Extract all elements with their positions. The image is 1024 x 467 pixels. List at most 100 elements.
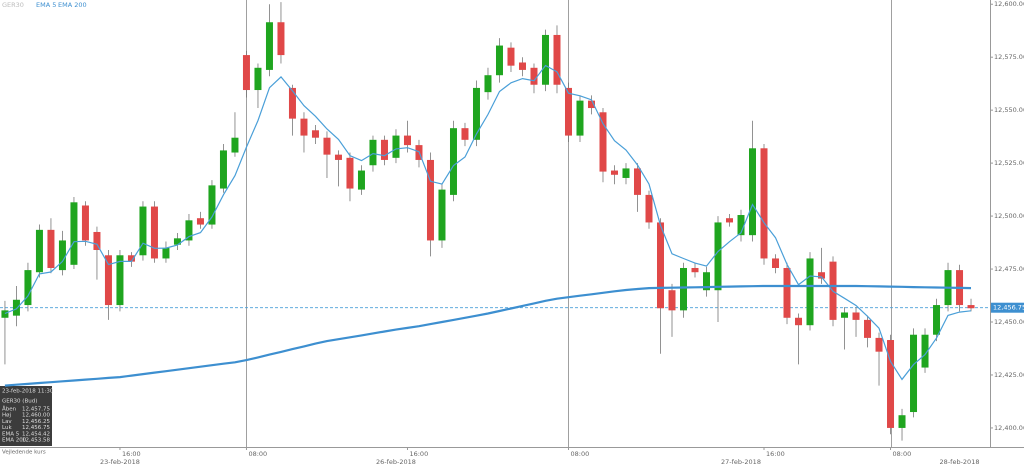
- candle-body: [553, 34, 561, 85]
- info-key: Høj: [2, 413, 12, 419]
- info-box: 23-feb-2018 11:30 GER30 (Bud) Åben 12,457…: [0, 386, 54, 446]
- candle-body: [680, 267, 688, 311]
- candle-body: [219, 150, 227, 189]
- candle-body: [530, 67, 538, 85]
- candle-body: [910, 334, 918, 413]
- candle-body: [875, 337, 883, 352]
- candle-body: [277, 22, 285, 56]
- x-tick-label: 08:00: [893, 450, 912, 458]
- candle-body: [737, 215, 745, 236]
- y-tick-label: 12,550.00: [994, 106, 1024, 114]
- info-value: 12,453.58: [22, 438, 50, 444]
- candle-body: [208, 185, 216, 225]
- candle-body: [921, 334, 929, 368]
- info-value: 12,456.75: [22, 425, 50, 431]
- y-tick-label: 12,425.00: [994, 371, 1024, 379]
- candle-body: [714, 222, 722, 291]
- candle-body: [116, 255, 124, 306]
- candle-body: [104, 255, 112, 306]
- last-price-tag: [991, 302, 1024, 313]
- candle-body: [967, 305, 975, 309]
- candle-body: [484, 75, 492, 93]
- candle-body: [81, 205, 89, 241]
- candle-body: [392, 135, 400, 158]
- info-key: EMA 200: [2, 438, 27, 444]
- info-value: 12,454.42: [22, 431, 50, 437]
- candle-body: [656, 222, 664, 309]
- candle-body: [472, 87, 480, 140]
- candle-body: [461, 128, 469, 140]
- candle-body: [70, 202, 78, 265]
- info-value: 12,457.75: [22, 407, 50, 413]
- footer: Vejledende kurs: [2, 450, 46, 456]
- candle-body: [806, 258, 814, 326]
- candle-body: [300, 118, 308, 136]
- candle-body: [380, 139, 388, 160]
- candle-body: [622, 168, 630, 178]
- y-tick-label: 12,475.00: [994, 265, 1024, 273]
- candle-body: [185, 220, 193, 241]
- candle-body: [24, 270, 32, 306]
- candle-body: [254, 67, 262, 91]
- candle-body: [139, 206, 147, 256]
- y-tick-label: 12,500.00: [994, 212, 1024, 220]
- candle-body: [691, 267, 699, 273]
- candle-body: [599, 112, 607, 172]
- candle-body: [587, 100, 595, 109]
- candle-body: [242, 55, 250, 91]
- candle-body: [749, 148, 757, 236]
- candle-body: [564, 87, 572, 136]
- candle-body: [369, 139, 377, 166]
- y-tick-label: 12,575.00: [994, 53, 1024, 61]
- legend-instrument: GER30: [2, 1, 24, 9]
- ema-line: [4, 64, 972, 381]
- candle-body: [841, 312, 849, 318]
- candle-body: [231, 137, 239, 153]
- info-key: Lav: [2, 419, 12, 425]
- candle-body: [703, 272, 711, 291]
- candle-body: [162, 247, 170, 259]
- candle-body: [311, 130, 319, 138]
- info-key: Åben: [2, 406, 17, 413]
- candle-body: [933, 305, 941, 335]
- candle-body: [818, 272, 826, 279]
- x-tick-label: 16:00: [122, 450, 141, 458]
- candle-body: [196, 218, 204, 225]
- candle-body: [403, 135, 411, 146]
- candle-body: [772, 258, 780, 268]
- candle-body: [35, 229, 43, 273]
- x-tick-label: 08:00: [570, 450, 589, 458]
- candle-body: [438, 189, 446, 241]
- candle-body: [864, 319, 872, 338]
- y-tick-label: 12,525.00: [994, 159, 1024, 167]
- y-tick-label: 12,450.00: [994, 318, 1024, 326]
- candle-body: [668, 290, 676, 311]
- candle-body: [645, 194, 653, 223]
- info-title: 23-feb-2018 11:30: [2, 389, 54, 395]
- legend-ema200: EMA 200: [58, 1, 87, 9]
- plot: [0, 0, 990, 447]
- candle-body: [449, 128, 457, 195]
- candle-body: [726, 218, 734, 223]
- candle-body: [541, 34, 549, 85]
- candle-body: [795, 317, 803, 326]
- date-label: 27-feb-2018: [721, 458, 761, 466]
- info-key: Luk: [2, 425, 12, 431]
- candle-body: [93, 231, 101, 250]
- x-tick-label: 16:00: [409, 450, 428, 458]
- candle-body: [323, 137, 331, 155]
- candle-body: [633, 168, 641, 195]
- y-tick-label: 12,600.00: [994, 0, 1024, 8]
- candle-body: [173, 238, 181, 245]
- x-tick-label: 16:00: [766, 450, 785, 458]
- candle-body: [495, 45, 503, 76]
- candle-body: [265, 22, 273, 70]
- y-tick-label: 12,400.00: [994, 424, 1024, 432]
- candle-body: [346, 157, 354, 189]
- candle-body: [518, 62, 526, 70]
- date-label: 28-feb-2018: [940, 458, 980, 466]
- date-label: 23-feb-2018: [100, 458, 140, 466]
- candle-body: [1, 310, 9, 318]
- candle-body: [58, 240, 66, 271]
